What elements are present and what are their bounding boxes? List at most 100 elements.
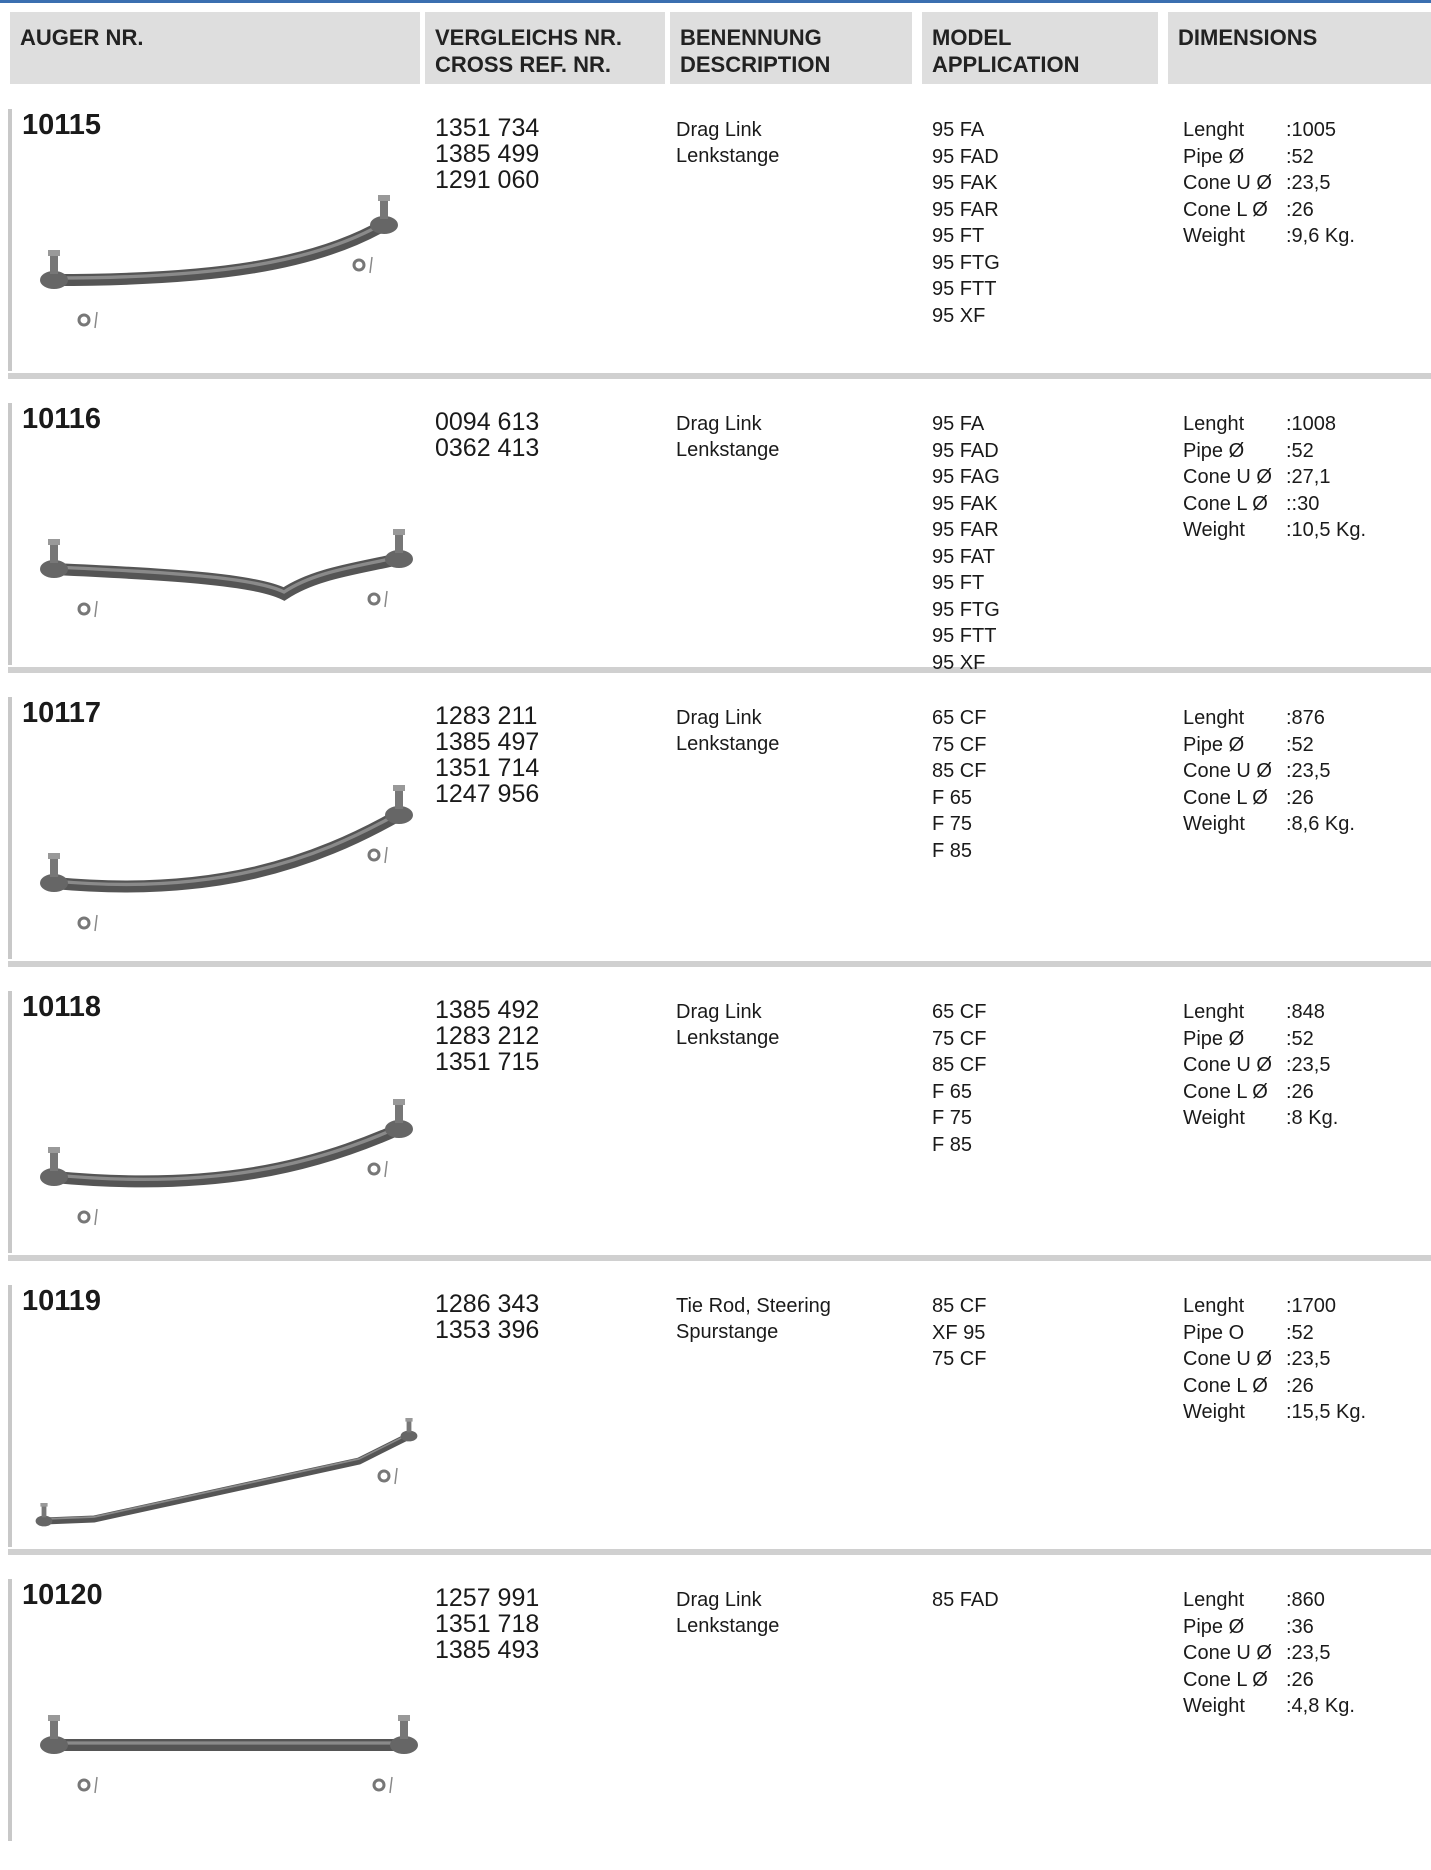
joint-stud — [395, 789, 403, 809]
model: 75 CF — [932, 1027, 987, 1050]
cross-ref: 1283 211 — [435, 702, 538, 730]
rod-highlight — [52, 221, 386, 280]
part-number: 10119 — [22, 1285, 102, 1317]
cross-ref: 1385 499 — [435, 140, 540, 168]
cross-refs: 1257 991 1351 718 1385 493 — [435, 1585, 539, 1663]
dimension-value: :4,8 Kg. — [1286, 1695, 1355, 1717]
dimension-value: :52 — [1286, 1321, 1314, 1344]
nut — [367, 592, 381, 606]
ball-joint — [370, 216, 398, 234]
joint-stud — [380, 199, 388, 219]
cotter-pin — [94, 600, 98, 618]
header-cell: MODEL APPLICATION — [922, 12, 1158, 84]
dimension-value: :10,5 Kg. — [1286, 519, 1367, 541]
left-border — [8, 1285, 12, 1547]
dimension: Cone U Ø:23,5 — [1183, 170, 1355, 197]
dimension-label: Cone L Ø — [1183, 1080, 1268, 1103]
dimension-label: Lenght — [1183, 413, 1245, 435]
rod-pipe — [40, 1432, 413, 1525]
cross-ref: 1247 956 — [435, 780, 540, 808]
nut — [367, 1162, 381, 1176]
dimension-value: :26 — [1286, 1080, 1314, 1103]
dimension: Lenght:1700 — [1183, 1293, 1366, 1320]
rod-highlight — [52, 1125, 401, 1182]
ball-joint — [40, 1736, 68, 1754]
rod-pipe — [48, 219, 390, 286]
cross-ref: 1351 715 — [435, 1048, 540, 1076]
dimension-label: Cone L Ø — [1183, 786, 1268, 809]
dimension-label: Cone U Ø — [1183, 760, 1272, 782]
cross-ref: 1353 396 — [435, 1316, 540, 1344]
model: 95 XF — [932, 651, 986, 674]
dimension: Lenght:848 — [1183, 999, 1338, 1026]
model: F 65 — [932, 1080, 973, 1103]
dimension-label: Lenght — [1183, 1589, 1245, 1611]
header-text: MODEL — [932, 25, 1012, 50]
item-row: 10117 1283 211 1385 497 1351 714 1247 956 Dra… — [0, 693, 1431, 988]
dimension: Cone L Ø:26 — [1183, 1373, 1366, 1400]
cotter-pin — [389, 1776, 393, 1794]
dimension: Weight:8,6 Kg. — [1183, 811, 1355, 838]
joint-nut — [48, 853, 60, 859]
cross-ref: 0362 413 — [435, 434, 540, 462]
dimension-label: Cone U Ø — [1183, 1642, 1272, 1664]
cross-refs: 1385 492 1283 212 1351 715 — [435, 997, 539, 1075]
cotter-pin — [394, 1467, 398, 1485]
part-number: 10118 — [22, 991, 102, 1023]
dimension-value: :23,5 — [1286, 172, 1331, 194]
left-border — [8, 1579, 12, 1841]
part-illustration — [40, 1715, 418, 1794]
row-separator — [8, 373, 1431, 379]
dimensions: Lenght:860 Pipe Ø:36 Cone U Ø:23,5 Cone L Ø… — [1183, 1587, 1355, 1720]
dimension-value: :23,5 — [1286, 760, 1331, 782]
dimension-label: Weight — [1183, 1695, 1245, 1717]
description-line: Lenkstange — [676, 1615, 780, 1637]
model: 95 FAR — [932, 198, 999, 221]
description-line: Drag Link — [676, 413, 762, 435]
models: 95 FA 95 FAD 95 FAG 95 FAK 95 FAR 95 FAT 95 FT… — [932, 411, 1000, 676]
rod-pipe — [48, 809, 405, 893]
description: Drag Link Lenkstange — [676, 999, 779, 1051]
dimension-label: Lenght — [1183, 707, 1245, 729]
joint-nut — [48, 539, 60, 545]
dimension: Cone U Ø:23,5 — [1183, 1640, 1355, 1667]
model: 85 CF — [932, 1054, 987, 1076]
models: 65 CF 75 CF 85 CF F 65 F 75 F 85 — [932, 705, 986, 864]
cross-refs: 1351 734 1385 499 1291 060 — [435, 115, 539, 193]
header-text: CROSS REF. NR. — [435, 52, 612, 77]
nut — [372, 1778, 386, 1792]
cross-ref: 1283 212 — [435, 1022, 540, 1050]
row-separator — [8, 667, 1431, 673]
dimension: Cone L Ø:26 — [1183, 1667, 1355, 1694]
dimension: Cone L Ø :26 — [1183, 785, 1355, 812]
models: 85 FAD — [932, 1587, 999, 1614]
item-row: 10115 1351 734 1385 499 1291 060 Drag Link Le… — [0, 105, 1431, 400]
dimension-value: :26 — [1286, 786, 1314, 809]
dimension: Pipe O:52 — [1183, 1320, 1366, 1347]
rod-highlight — [52, 811, 401, 887]
header-text: DIMENSIONS — [1178, 25, 1318, 50]
left-border — [8, 109, 12, 371]
dimension-value: :1005 — [1286, 119, 1337, 141]
cotter-pin — [369, 256, 373, 274]
dimension: Cone U Ø:23,5 — [1183, 1346, 1366, 1373]
dimension-value: ::30 — [1286, 492, 1320, 515]
dimension-value: :876 — [1286, 707, 1325, 729]
description: Drag Link Lenkstange — [676, 705, 779, 757]
dimension-value: :9,6 Kg. — [1286, 225, 1355, 247]
model: 95 FT — [932, 225, 985, 247]
dimension-label: Cone L Ø — [1183, 1374, 1268, 1397]
model: 95 FA — [932, 119, 985, 141]
model: 65 CF — [932, 1001, 987, 1023]
model: 95 FAG — [932, 466, 1000, 488]
cross-ref: 1351 718 — [435, 1610, 540, 1638]
nut — [367, 848, 381, 862]
dimension-label: Cone U Ø — [1183, 1054, 1272, 1076]
dimension: Weight:9,6 Kg. — [1183, 223, 1355, 250]
dimension-value: :52 — [1286, 145, 1314, 168]
models: 65 CF 75 CF 85 CF F 65 F 75 F 85 — [932, 999, 986, 1158]
cross-ref: 1385 492 — [435, 996, 540, 1024]
nut — [77, 1778, 91, 1792]
model: 95 XF — [932, 304, 986, 327]
cotter-pin — [94, 1776, 98, 1794]
